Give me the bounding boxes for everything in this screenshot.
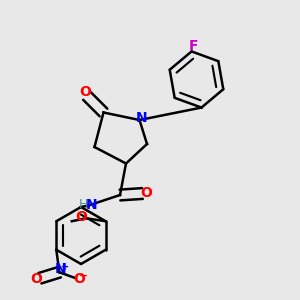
Text: −: − <box>79 271 88 281</box>
Text: N: N <box>136 112 148 125</box>
Text: F: F <box>188 39 198 53</box>
Text: O: O <box>76 210 88 224</box>
Text: N: N <box>86 198 97 212</box>
Text: +: + <box>61 262 69 272</box>
Text: N: N <box>54 262 66 276</box>
Text: O: O <box>30 272 42 286</box>
Text: O: O <box>74 272 86 286</box>
Text: O: O <box>140 186 152 200</box>
Text: H: H <box>78 197 88 211</box>
Text: O: O <box>80 85 92 99</box>
